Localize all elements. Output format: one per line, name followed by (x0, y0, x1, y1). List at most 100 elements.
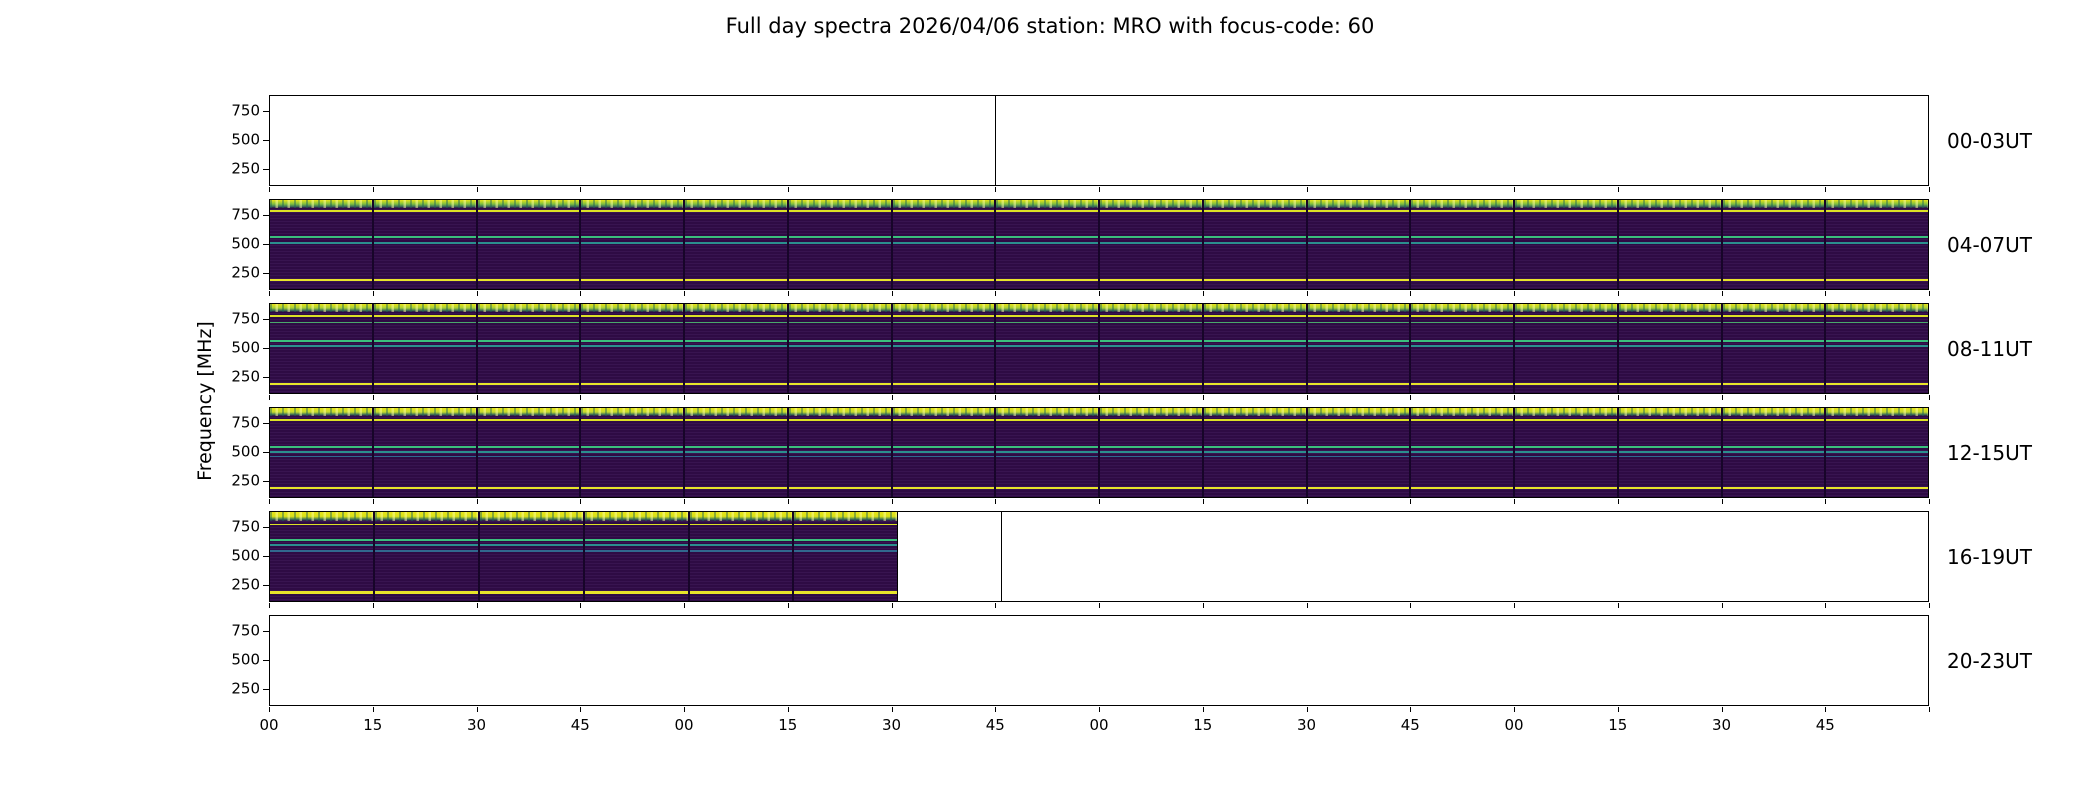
rfi-band (373, 278, 476, 282)
axis-tick (995, 603, 997, 608)
rfi-band (1203, 321, 1306, 324)
axis-tick (372, 707, 374, 712)
rfi-band (1515, 418, 1617, 421)
y-tick-label: 500 (231, 338, 260, 357)
spectrogram-segment (1825, 512, 1928, 601)
rfi-band (1515, 200, 1617, 208)
y-tick-mark (263, 111, 269, 113)
rfi-band (794, 523, 898, 526)
rfi-band (1307, 210, 1410, 213)
spectrogram-segment (1099, 616, 1203, 705)
rfi-band (1618, 446, 1721, 449)
rfi-band (584, 544, 688, 547)
spectrogram-segment (786, 200, 891, 289)
rfi-band (1203, 451, 1306, 453)
rfi-band (1203, 486, 1306, 490)
axis-tick (269, 603, 270, 608)
rfi-band (1203, 200, 1306, 208)
rfi-band (788, 418, 891, 421)
y-tick-label: 500 (231, 442, 260, 461)
spectrogram-segment (1720, 408, 1825, 497)
rfi-band (373, 314, 476, 317)
rfi-band (1307, 304, 1410, 312)
spectra-row: 750 500 250 20-23UT (231, 615, 2032, 712)
rfi-band (270, 451, 372, 453)
spectra-row: 750 500 250 08-11UT (231, 303, 2032, 400)
spectrogram-segment (1201, 304, 1306, 393)
boundary-tick (995, 179, 996, 185)
x-tick-label: 00 (1504, 716, 1524, 734)
rfi-band (1826, 321, 1928, 324)
axis-tick (1306, 707, 1308, 712)
rfi-band (1722, 486, 1825, 490)
rfi-band (1722, 451, 1825, 453)
rfi-band (1203, 345, 1306, 348)
rfi-band (584, 523, 688, 526)
axis-tick (269, 291, 270, 296)
rfi-band (270, 278, 372, 282)
spectrogram-segment (1616, 408, 1721, 497)
axis-tick (580, 395, 582, 400)
spectrogram-segment (1409, 408, 1513, 497)
row-time-label: 00-03UT (1947, 128, 2032, 153)
spectrogram-segment (1203, 96, 1307, 185)
y-tick-mark (263, 480, 269, 482)
axis-tick (1929, 603, 1930, 608)
rfi-band (892, 314, 995, 317)
rfi-band (685, 304, 787, 312)
rfi-band (581, 456, 683, 458)
rfi-band (685, 242, 787, 245)
rfi-band (1618, 408, 1721, 416)
rfi-band (270, 523, 373, 526)
rfi-band (1203, 446, 1306, 449)
rfi-band (788, 236, 891, 239)
rfi-band (1411, 486, 1513, 490)
rfi-band (1618, 456, 1721, 458)
spectrogram-segment (891, 96, 995, 185)
rfi-band (1722, 278, 1825, 282)
rfi-band (1618, 418, 1721, 421)
rfi-band (270, 486, 372, 490)
spectrogram-segment (897, 512, 1001, 601)
spectrogram-segment (371, 304, 476, 393)
spectrogram-segment (270, 512, 373, 601)
rfi-band (1618, 451, 1721, 453)
rfi-band (373, 408, 476, 416)
x-tick-label: 30 (466, 716, 487, 734)
rfi-band (1307, 236, 1410, 239)
rfi-band (1100, 242, 1202, 245)
rfi-band (1722, 456, 1825, 458)
rfi-band (477, 200, 580, 208)
spectrogram-segment (1721, 96, 1825, 185)
spectrogram-segment (1305, 200, 1410, 289)
y-tick-mark (263, 244, 269, 246)
y-tick-mark (263, 272, 269, 274)
spectrogram-segment (371, 408, 476, 497)
spectrogram-segment (477, 512, 583, 601)
spectrogram-segment (1307, 96, 1411, 185)
rfi-band (479, 550, 583, 553)
rfi-band (788, 242, 891, 245)
rfi-band (892, 345, 995, 348)
y-tick-mark (263, 688, 269, 690)
axis-tick (684, 395, 685, 400)
rfi-band (1618, 242, 1721, 245)
rfi-band (892, 200, 995, 208)
spectrogram-segment (270, 616, 374, 705)
rfi-band (685, 200, 787, 208)
axis-tick (684, 187, 685, 192)
rfi-band (1722, 446, 1825, 449)
axis-tick (891, 291, 893, 296)
rfi-band (1826, 456, 1928, 458)
axis-tick (787, 499, 789, 504)
axis-tick (1410, 291, 1412, 296)
rfi-band (892, 210, 995, 213)
rfi-band (892, 321, 995, 324)
spectrogram-segment (1513, 304, 1617, 393)
rfi-band (1515, 210, 1617, 213)
rfi-band (581, 339, 683, 342)
rfi-band (1100, 200, 1202, 208)
rfi-band (892, 408, 995, 416)
rfi-band (1826, 345, 1928, 348)
axis-tick (1514, 707, 1515, 712)
